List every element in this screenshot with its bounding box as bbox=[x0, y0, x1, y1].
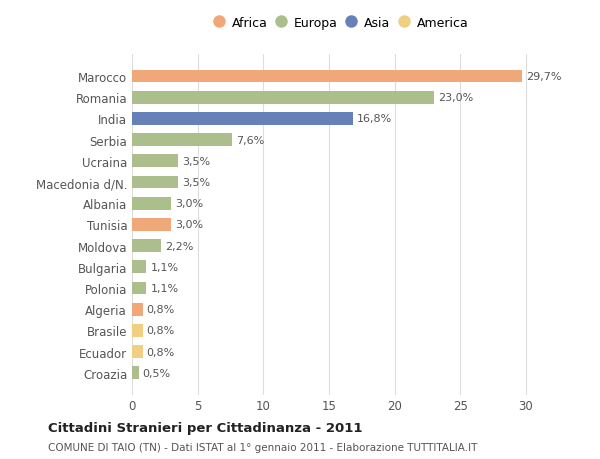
Legend: Africa, Europa, Asia, America: Africa, Europa, Asia, America bbox=[215, 17, 469, 30]
Text: 0,8%: 0,8% bbox=[146, 326, 175, 336]
Text: Cittadini Stranieri per Cittadinanza - 2011: Cittadini Stranieri per Cittadinanza - 2… bbox=[48, 421, 362, 435]
Text: 3,5%: 3,5% bbox=[182, 157, 210, 167]
Bar bbox=[132, 303, 143, 316]
Text: 1,1%: 1,1% bbox=[151, 262, 179, 272]
Text: 0,5%: 0,5% bbox=[143, 368, 170, 378]
Text: 1,1%: 1,1% bbox=[151, 283, 179, 293]
Bar bbox=[132, 71, 522, 83]
Text: 0,8%: 0,8% bbox=[146, 304, 175, 314]
Text: 3,0%: 3,0% bbox=[175, 199, 203, 209]
Text: 29,7%: 29,7% bbox=[526, 72, 561, 82]
Text: COMUNE DI TAIO (TN) - Dati ISTAT al 1° gennaio 2011 - Elaborazione TUTTITALIA.IT: COMUNE DI TAIO (TN) - Dati ISTAT al 1° g… bbox=[48, 442, 478, 452]
Text: 16,8%: 16,8% bbox=[356, 114, 392, 124]
Text: 0,8%: 0,8% bbox=[146, 347, 175, 357]
Bar bbox=[132, 261, 146, 274]
Bar bbox=[132, 92, 434, 104]
Text: 2,2%: 2,2% bbox=[165, 241, 193, 251]
Text: 3,5%: 3,5% bbox=[182, 178, 210, 188]
Bar bbox=[132, 367, 139, 379]
Bar bbox=[132, 325, 143, 337]
Text: 3,0%: 3,0% bbox=[175, 220, 203, 230]
Bar bbox=[132, 240, 161, 252]
Text: 23,0%: 23,0% bbox=[438, 93, 473, 103]
Bar bbox=[132, 113, 353, 125]
Text: 7,6%: 7,6% bbox=[236, 135, 264, 146]
Bar bbox=[132, 176, 178, 189]
Bar bbox=[132, 346, 143, 358]
Bar bbox=[132, 134, 232, 147]
Bar bbox=[132, 197, 172, 210]
Bar bbox=[132, 218, 172, 231]
Bar bbox=[132, 282, 146, 295]
Bar bbox=[132, 155, 178, 168]
